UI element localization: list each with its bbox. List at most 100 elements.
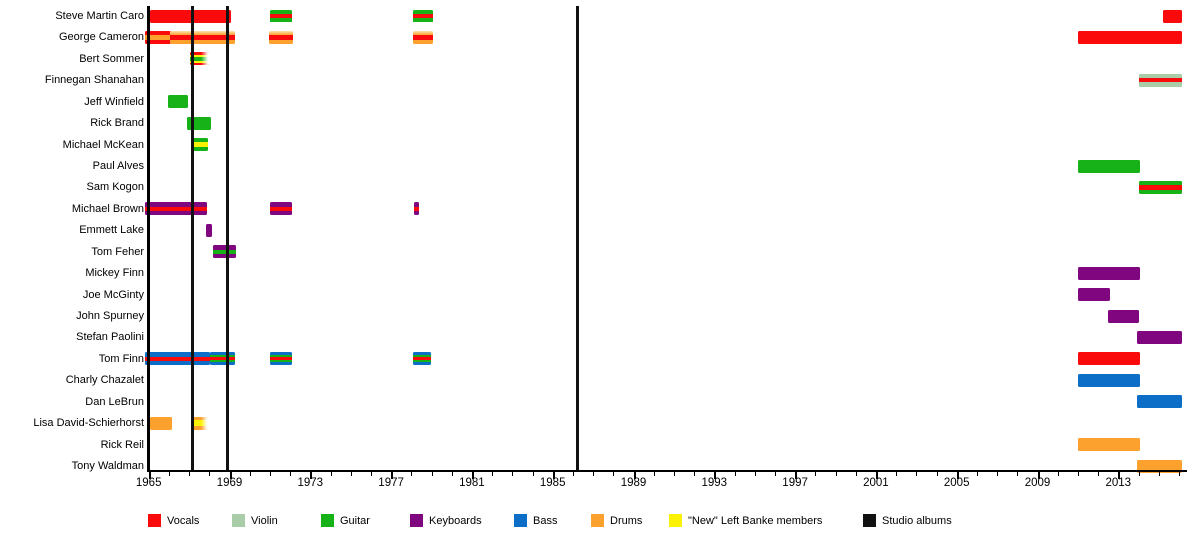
bar-stripe-bass: [269, 352, 293, 356]
bar-stripe-drums: [268, 30, 294, 36]
bar-stripe-vocals: [269, 13, 293, 19]
bar-stripe-drums: [169, 30, 235, 36]
x-minor-tick: [613, 472, 615, 476]
legend-item: Bass: [514, 514, 557, 527]
bar-stripe-bass: [413, 352, 432, 356]
bar-stripe-vocals: [149, 9, 231, 23]
x-tick-label: 2013: [1105, 477, 1132, 489]
bar-stripe-drums: [413, 39, 433, 44]
legend-swatch-new: [669, 514, 682, 527]
x-major-tick: [310, 472, 313, 479]
x-minor-tick: [1098, 472, 1100, 476]
x-minor-tick: [512, 472, 514, 476]
bar-stripe-guitar: [1138, 189, 1182, 194]
x-minor-tick: [835, 472, 837, 476]
x-minor-tick: [350, 472, 352, 476]
bar-stripe-drums: [169, 39, 235, 44]
bar-stripe-bass: [1137, 395, 1182, 409]
bar-stripe-vocals: [413, 13, 433, 19]
x-minor-tick: [774, 472, 776, 476]
legend-label: Vocals: [167, 514, 200, 527]
bar-stripe-new: [190, 54, 210, 57]
x-major-tick: [875, 472, 878, 479]
bar-stripe-vocals: [269, 357, 293, 361]
bar-stripe-vocals: [145, 30, 171, 36]
legend-item: Studio albums: [863, 514, 952, 527]
timeline-bar: [1162, 9, 1182, 23]
legend-item: Keyboards: [410, 514, 482, 527]
bar-stripe-drums: [268, 39, 294, 44]
x-minor-tick: [976, 472, 978, 476]
timeline-bar: [1077, 438, 1140, 452]
legend-swatch-albums: [863, 514, 876, 527]
bar-stripe-guitar: [413, 355, 432, 358]
legend-item: Guitar: [321, 514, 370, 527]
bar-stripe-guitar: [192, 138, 209, 143]
bar-stripe-vocals: [145, 356, 211, 362]
y-axis: [147, 6, 150, 471]
timeline-bar: [1077, 30, 1182, 44]
member-label: Rick Brand: [90, 117, 144, 130]
member-label: Lisa David-Schierhorst: [33, 417, 144, 430]
bar-stripe-guitar: [269, 360, 293, 363]
x-minor-tick: [694, 472, 696, 476]
bar-stripe-keyboards: [414, 211, 420, 216]
bar-stripe-vocals: [1077, 30, 1182, 44]
x-major-tick: [552, 472, 555, 479]
x-major-tick: [471, 472, 474, 479]
bar-stripe-vocals: [145, 39, 171, 44]
timeline-bar: [1137, 459, 1182, 473]
legend-swatch-drums: [591, 514, 604, 527]
legend-swatch-guitar: [321, 514, 334, 527]
bar-stripe-keyboards: [145, 211, 208, 216]
member-label: Steve Martin Caro: [55, 10, 144, 22]
member-label: Jeff Winfield: [84, 95, 144, 108]
bar-stripe-keyboards: [269, 211, 293, 216]
timeline-bar: [190, 52, 210, 66]
bar-stripe-bass: [145, 352, 211, 357]
legend-label: Bass: [533, 514, 558, 527]
x-tick-label: 2009: [1024, 477, 1051, 489]
timeline-bar: [1137, 395, 1182, 409]
timeline-bar: [269, 352, 293, 366]
x-tick-label: 1997: [782, 477, 808, 489]
x-minor-tick: [209, 472, 211, 476]
x-major-tick: [1037, 472, 1040, 479]
bar-stripe-drums: [149, 416, 172, 430]
bar-stripe-bass: [145, 361, 211, 366]
bar-stripe-vocals: [1162, 9, 1182, 23]
timeline-bar: [1138, 180, 1182, 194]
bar-stripe-bass: [210, 362, 235, 366]
x-minor-tick: [673, 472, 675, 476]
x-major-tick: [956, 472, 959, 479]
bar-stripe-guitar: [413, 9, 433, 14]
bar-stripe-vocals: [1138, 185, 1182, 190]
x-tick-label: 2001: [863, 477, 889, 489]
x-major-tick: [795, 472, 798, 479]
bar-stripe-bass: [269, 362, 293, 366]
timeline-bar: [269, 202, 293, 216]
legend-label: Studio albums: [882, 514, 952, 527]
bar-stripe-new: [193, 420, 209, 427]
x-tick-label: 1981: [459, 477, 485, 489]
bar-stripe-guitar: [190, 56, 210, 62]
bar-stripe-vocals: [413, 357, 432, 361]
x-minor-tick: [249, 472, 251, 476]
bar-stripe-drums: [193, 426, 209, 430]
timeline-bar: [414, 202, 420, 216]
x-minor-tick: [593, 472, 595, 476]
studio-album-line: [226, 6, 230, 471]
studio-album-line: [576, 6, 580, 471]
timeline-bar: [269, 9, 293, 23]
x-minor-tick: [896, 472, 898, 476]
bar-stripe-vocals: [1138, 78, 1182, 83]
member-label: Bert Sommer: [79, 52, 144, 65]
timeline-bar: [268, 30, 294, 44]
member-label: Charly Chazalet: [65, 374, 144, 387]
timeline-bar: [1138, 73, 1182, 87]
legend-item: "New" Left Banke members: [669, 514, 822, 527]
x-major-tick: [1118, 472, 1121, 479]
bar-fade-overlay: [200, 52, 210, 66]
bar-stripe-vocals: [1077, 352, 1140, 366]
